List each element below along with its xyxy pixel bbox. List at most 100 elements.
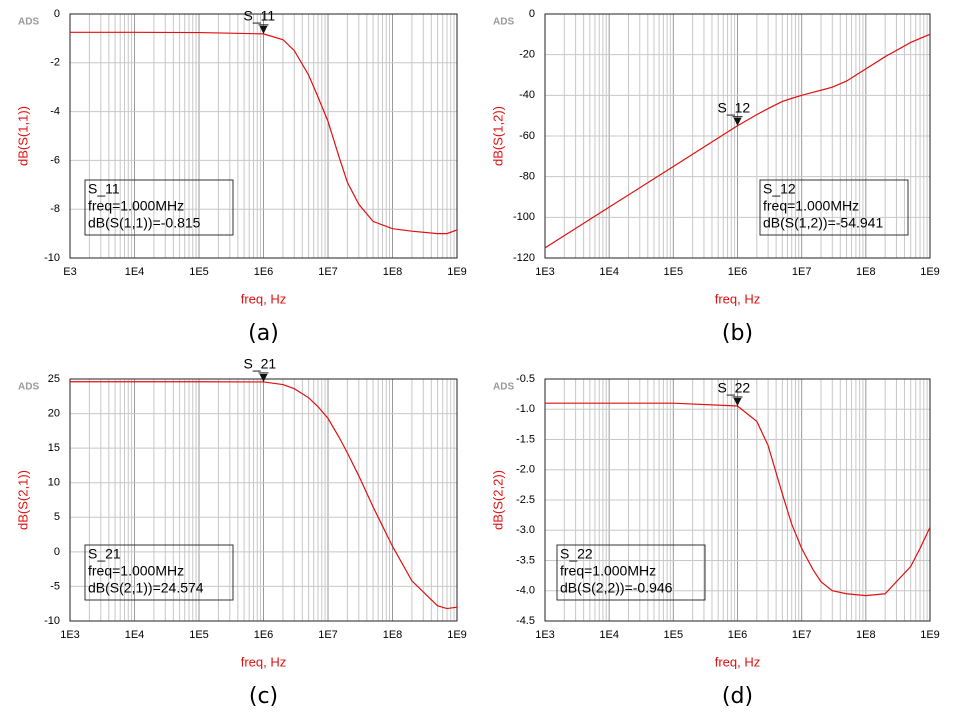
- marker-box: [556, 544, 706, 601]
- line: [545, 402, 931, 597]
- x-tick-label: 1E6: [254, 629, 274, 641]
- marker-box-name: S_12: [763, 181, 796, 197]
- marker-box: [84, 544, 234, 601]
- y-tick-label: -4: [50, 106, 60, 118]
- x-tick-label: 1E6: [728, 266, 748, 278]
- marker-value: dB(S(2,1))=24.574: [88, 580, 204, 596]
- x-tick-label: 1E5: [189, 629, 209, 641]
- marker-triangle: [733, 397, 742, 406]
- y-axis-label: dB(S(2,1)): [15, 470, 30, 530]
- y-tick-label: -100: [513, 211, 535, 223]
- line: [70, 381, 458, 610]
- logo: ADS: [493, 17, 514, 28]
- y-tick-label: -8: [50, 203, 60, 215]
- y-axis-label: dB(S(1,1)): [15, 106, 30, 166]
- y-tick-label: -120: [513, 252, 535, 264]
- y-tick-label: -5: [50, 580, 60, 592]
- marker-triangle: [733, 117, 742, 126]
- x-tick-label: 1E8: [856, 266, 876, 278]
- marker-freq: freq=1.000MHz: [88, 198, 184, 214]
- caption: (a): [248, 321, 279, 346]
- logo: ADS: [18, 17, 39, 28]
- y-tick-label: -6: [50, 154, 60, 166]
- marker-name: S_12: [718, 99, 751, 115]
- x-tick-label: 1E3: [535, 266, 555, 278]
- y-tick-label: -80: [519, 171, 535, 183]
- x-tick-label: 1E9: [447, 629, 467, 641]
- y-tick-label: -2.0: [516, 464, 535, 476]
- marker-freq: freq=1.000MHz: [763, 198, 859, 214]
- y-tick-label: -10: [44, 252, 60, 264]
- marker-box: [759, 179, 909, 236]
- y-tick-label: -3.0: [516, 524, 535, 536]
- plot-frame: [544, 13, 931, 259]
- y-tick-label: -60: [519, 130, 535, 142]
- x-tick-label: 1E5: [664, 266, 684, 278]
- y-tick-label: -3.5: [516, 554, 535, 566]
- x-tick-label: 1E7: [318, 266, 338, 278]
- x-tick-label: 1E3: [535, 629, 555, 641]
- y-tick-label: 20: [48, 407, 60, 419]
- x-axis-label: freq, Hz: [241, 654, 287, 669]
- y-tick-label: -1.5: [516, 433, 535, 445]
- x-tick-label: 1E5: [664, 629, 684, 641]
- x-tick-label: 1E4: [125, 629, 145, 641]
- x-tick-label: 1E8: [383, 266, 403, 278]
- x-tick-label: 1E3: [60, 629, 80, 641]
- y-tick-label: 0: [54, 8, 60, 20]
- marker-value: dB(S(1,1))=-0.815: [88, 215, 201, 231]
- x-tick-label: 1E7: [792, 266, 812, 278]
- marker-freq: freq=1.000MHz: [560, 563, 656, 579]
- y-tick-label: 5: [54, 511, 60, 523]
- logo: ADS: [18, 382, 39, 393]
- x-tick-label: 1E4: [125, 266, 145, 278]
- marker-triangle: [259, 25, 268, 34]
- marker-name: S_21: [244, 356, 277, 372]
- marker-name: S_11: [244, 8, 276, 24]
- x-axis-label: freq, Hz: [241, 291, 287, 306]
- x-tick-label: 1E6: [254, 266, 274, 278]
- x-tick-label: 1E9: [447, 266, 467, 278]
- y-tick-label: 0: [54, 546, 60, 558]
- marker-freq: freq=1.000MHz: [88, 563, 184, 579]
- y-tick-label: 25: [48, 373, 60, 385]
- marker-value: dB(S(2,2))=-0.946: [560, 580, 673, 596]
- y-axis-label: dB(S(1,2)): [490, 106, 505, 166]
- y-tick-label: -10: [44, 615, 60, 627]
- line: [70, 31, 458, 235]
- y-tick-label: -40: [519, 89, 535, 101]
- x-tick-label: 1E9: [920, 629, 940, 641]
- line: [544, 33, 931, 249]
- logo: ADS: [493, 382, 514, 393]
- y-tick-label: 10: [48, 477, 60, 489]
- x-tick-label: E3: [63, 266, 76, 278]
- y-axis-label: dB(S(2,2)): [490, 470, 505, 530]
- x-tick-label: 1E7: [792, 629, 812, 641]
- x-tick-label: 1E4: [599, 266, 619, 278]
- marker-name: S_22: [718, 380, 751, 396]
- x-tick-label: 1E8: [383, 629, 403, 641]
- y-tick-label: -0.5: [516, 373, 535, 385]
- marker-box-name: S_21: [88, 546, 121, 562]
- x-axis-label: freq, Hz: [715, 654, 761, 669]
- y-tick-label: 0: [529, 8, 535, 20]
- marker-triangle: [259, 373, 268, 382]
- x-tick-label: 1E9: [920, 266, 940, 278]
- marker-value: dB(S(1,2))=-54.941: [763, 215, 883, 231]
- y-tick-label: -1.0: [516, 403, 535, 415]
- caption: (d): [722, 684, 753, 709]
- plot-frame: [544, 378, 931, 622]
- caption: (c): [249, 684, 278, 709]
- y-tick-label: -2: [50, 57, 60, 69]
- marker-box-name: S_22: [560, 546, 593, 562]
- y-tick-label: -4.5: [516, 615, 535, 627]
- caption: (b): [722, 321, 753, 346]
- x-tick-label: 1E8: [856, 629, 876, 641]
- x-tick-label: 1E4: [599, 629, 619, 641]
- marker-box-name: S_11: [88, 181, 120, 197]
- plot-frame: [69, 13, 458, 259]
- x-tick-label: 1E7: [318, 629, 338, 641]
- marker-box: [84, 179, 234, 236]
- x-axis-label: freq, Hz: [715, 291, 761, 306]
